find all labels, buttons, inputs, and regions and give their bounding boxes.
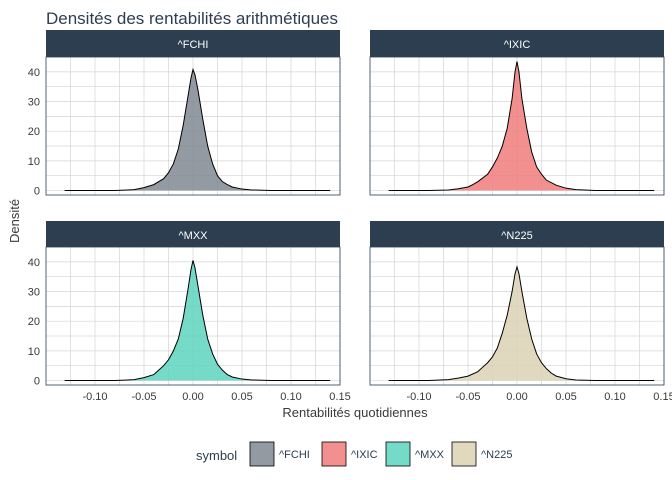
y-axis-title: Densité bbox=[7, 199, 22, 243]
facet-strip-label: ^MXX bbox=[179, 230, 209, 242]
facet-strip bbox=[46, 221, 340, 247]
x-axis-title: Rentabilités quotidiennes bbox=[282, 405, 428, 420]
x-tick-label: 0.10 bbox=[604, 391, 625, 403]
facet-panel: ^IXIC bbox=[369, 30, 665, 196]
density-line bbox=[388, 61, 655, 192]
density-line bbox=[388, 265, 655, 382]
density-line bbox=[64, 67, 331, 192]
legend-swatch bbox=[385, 441, 411, 467]
chart-title: Densités des rentabilités arithmétiques bbox=[46, 9, 338, 28]
density-area bbox=[388, 61, 655, 191]
facet-panel: ^MXX 0 10 20 30 40 -0.10 -0.05 0.00 0.05 0.10 0.15 bbox=[28, 221, 351, 403]
density-area bbox=[64, 69, 331, 191]
y-tick-label: 30 bbox=[28, 287, 40, 299]
facet-strip bbox=[370, 221, 664, 247]
grid-lines bbox=[370, 57, 665, 195]
legend-label: ^N225 bbox=[481, 449, 512, 461]
facet-strip bbox=[370, 30, 664, 57]
legend-title: symbol bbox=[196, 448, 237, 463]
facet-panels: ^FCHI 0 10 20 30 40 ^IXIC ^MXX 0 10 20 30 40 -0.10 -0.… bbox=[28, 30, 672, 403]
x-tick-label: 0.00 bbox=[506, 391, 527, 403]
legend-swatch bbox=[321, 441, 347, 467]
legend-item: ^MXX bbox=[385, 441, 445, 467]
legend-item: ^IXIC bbox=[321, 441, 378, 467]
y-tick-label: 40 bbox=[28, 257, 40, 269]
legend-swatch bbox=[451, 441, 477, 467]
facet-strip-label: ^FCHI bbox=[178, 39, 209, 51]
x-tick-label: 0.15 bbox=[653, 391, 672, 403]
y-tick-label: 0 bbox=[34, 186, 40, 198]
x-tick-label: 0.05 bbox=[555, 391, 576, 403]
facet-strip bbox=[46, 30, 340, 57]
x-tick-label: -0.05 bbox=[131, 391, 156, 403]
legend-label: ^FCHI bbox=[279, 449, 310, 461]
y-tick-label: 30 bbox=[28, 97, 40, 109]
y-tick-label: 40 bbox=[28, 67, 40, 79]
panel-border bbox=[45, 246, 341, 386]
panel-border bbox=[369, 246, 665, 386]
density-line bbox=[64, 260, 331, 382]
x-tick-label: 0.00 bbox=[182, 391, 203, 403]
legend-swatch bbox=[249, 441, 275, 467]
y-tick-label: 20 bbox=[28, 126, 40, 138]
legend-label: ^IXIC bbox=[351, 449, 378, 461]
panel-border bbox=[369, 56, 665, 196]
x-tick-label: 0.05 bbox=[231, 391, 252, 403]
x-tick-label: -0.10 bbox=[82, 391, 107, 403]
panel-border bbox=[45, 56, 341, 196]
y-tick-label: 0 bbox=[34, 376, 40, 388]
legend-item: ^N225 bbox=[451, 441, 512, 467]
x-tick-label: -0.10 bbox=[406, 391, 431, 403]
x-tick-label: -0.05 bbox=[455, 391, 480, 403]
y-tick-label: 10 bbox=[28, 346, 40, 358]
facet-panel: ^FCHI 0 10 20 30 40 bbox=[28, 30, 341, 198]
density-area bbox=[388, 266, 655, 381]
x-tick-label: 0.15 bbox=[329, 391, 350, 403]
density-area bbox=[64, 260, 331, 381]
y-tick-label: 20 bbox=[28, 316, 40, 328]
facet-strip-label: ^IXIC bbox=[504, 39, 531, 51]
facet-panel: ^N225 -0.10 -0.05 0.00 0.05 0.10 0.15 bbox=[369, 221, 672, 403]
x-tick-label: 0.10 bbox=[280, 391, 301, 403]
facet-strip-label: ^N225 bbox=[501, 230, 532, 242]
legend: symbol ^FCHI ^IXIC ^MXX ^N225 bbox=[196, 441, 512, 467]
y-tick-label: 10 bbox=[28, 156, 40, 168]
legend-label: ^MXX bbox=[415, 449, 445, 461]
legend-item: ^FCHI bbox=[249, 441, 310, 467]
